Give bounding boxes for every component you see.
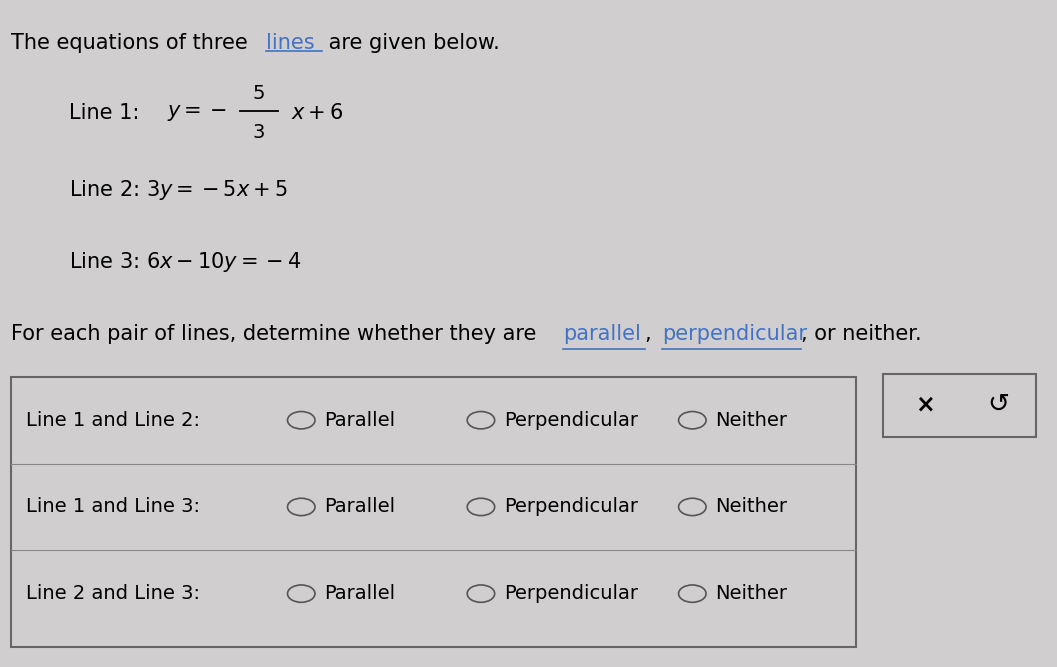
Text: Line 1 and Line 3:: Line 1 and Line 3: <box>26 498 201 516</box>
Circle shape <box>467 585 495 602</box>
Text: For each pair of lines, determine whether they are: For each pair of lines, determine whethe… <box>11 323 542 344</box>
Text: $y = -$: $y = -$ <box>167 103 227 123</box>
Text: Line 3: $6x-10y = -4$: Line 3: $6x-10y = -4$ <box>69 250 301 274</box>
Text: , or neither.: , or neither. <box>801 323 922 344</box>
Text: lines: lines <box>266 33 315 53</box>
Text: 3: 3 <box>253 123 265 141</box>
Text: Neither: Neither <box>716 411 787 430</box>
FancyBboxPatch shape <box>883 374 1036 437</box>
Circle shape <box>679 585 706 602</box>
FancyBboxPatch shape <box>11 377 856 647</box>
Circle shape <box>467 498 495 516</box>
Text: $x+6$: $x+6$ <box>291 103 344 123</box>
Text: Neither: Neither <box>716 584 787 603</box>
Text: Perpendicular: Perpendicular <box>504 584 638 603</box>
Text: Parallel: Parallel <box>324 584 395 603</box>
Text: ↺: ↺ <box>988 392 1009 418</box>
Text: Line 1 and Line 2:: Line 1 and Line 2: <box>26 411 201 430</box>
Text: Line 2: $3y = -5x+5$: Line 2: $3y = -5x+5$ <box>69 178 288 202</box>
Text: ×: × <box>915 393 934 417</box>
Text: ,: , <box>645 323 659 344</box>
Circle shape <box>288 498 315 516</box>
Text: Parallel: Parallel <box>324 411 395 430</box>
Text: are given below.: are given below. <box>322 33 500 53</box>
Text: Line 1:: Line 1: <box>69 103 146 123</box>
Text: Perpendicular: Perpendicular <box>504 498 638 516</box>
Text: Neither: Neither <box>716 498 787 516</box>
Text: parallel: parallel <box>563 323 642 344</box>
Text: 5: 5 <box>253 84 265 103</box>
Text: Parallel: Parallel <box>324 498 395 516</box>
Circle shape <box>288 585 315 602</box>
Text: Line 2 and Line 3:: Line 2 and Line 3: <box>26 584 201 603</box>
Circle shape <box>288 412 315 429</box>
Circle shape <box>679 412 706 429</box>
Text: perpendicular: perpendicular <box>662 323 806 344</box>
Circle shape <box>467 412 495 429</box>
Text: The equations of three: The equations of three <box>11 33 254 53</box>
Text: Perpendicular: Perpendicular <box>504 411 638 430</box>
Circle shape <box>679 498 706 516</box>
